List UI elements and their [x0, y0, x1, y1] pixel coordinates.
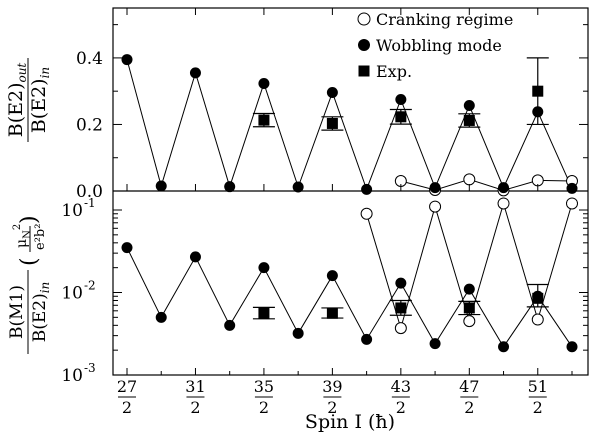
x-tick-label-denominator: 2: [533, 398, 543, 417]
bottom-exp-point: [258, 307, 270, 319]
bottom-cranking-point: [394, 322, 407, 335]
x-tick-label-numerator: 35: [254, 377, 274, 396]
bottom-wobbling-point: [258, 262, 270, 274]
bottom-y-title-denominator-sub: in: [38, 282, 52, 294]
bottom-cranking-point: [531, 313, 544, 326]
top-cranking-point: [463, 173, 476, 186]
bottom-cranking-point: [566, 197, 578, 210]
top-wobbling-point: [258, 78, 270, 90]
bottom-y-tick-exponent: -3: [84, 361, 96, 375]
bottom-wobbling-point: [326, 270, 338, 282]
bottom-wobbling-point: [361, 333, 373, 345]
x-tick-label-numerator: 39: [322, 377, 342, 396]
bottom-wobbling-point: [498, 341, 510, 353]
bottom-y-tick-label: 10: [61, 284, 83, 304]
x-tick-label-numerator: 31: [185, 377, 205, 396]
legend-wobbling-symbol: [358, 39, 370, 51]
x-tick-label-denominator: 2: [327, 398, 337, 417]
bottom-exp-point: [463, 302, 475, 314]
top-cranking-regime-line: [400, 178, 573, 191]
legend-cranking-symbol: [357, 12, 371, 26]
top-wobbling-point: [532, 106, 544, 118]
bottom-exp-point: [395, 302, 407, 314]
x-tick-label-denominator: 2: [122, 398, 132, 417]
x-tick-label-denominator: 2: [190, 398, 200, 417]
bottom-cranking-point: [360, 207, 373, 220]
bottom-y-title-denominator: B(E2)in: [30, 282, 52, 343]
top-y-tick-label: 0.4: [76, 49, 103, 69]
top-y-title-numerator-sub: out: [15, 63, 29, 83]
top-exp-point: [532, 85, 544, 97]
x-tick-label-denominator: 2: [464, 398, 474, 417]
bottom-wobbling-point: [429, 338, 441, 350]
bottom-wobbling-point: [463, 283, 475, 295]
top-exp-point: [395, 111, 407, 123]
bottom-y-tick-exponent: -1: [84, 196, 96, 210]
bottom-wobbling-point: [566, 341, 578, 353]
bottom-exp-point: [326, 307, 338, 319]
legend-label: Cranking regime: [376, 10, 513, 29]
top-exp-point: [258, 114, 270, 126]
axes-ticks: [113, 8, 588, 376]
x-tick-label-denominator: 2: [396, 398, 406, 417]
x-axis-title: Spin I (ħ): [305, 411, 395, 433]
bottom-wobbling-point: [155, 311, 167, 323]
bottom-cranking-point: [429, 200, 442, 213]
bottom-y-title-unit-sub: N: [22, 230, 33, 239]
top-wobbling-point: [463, 99, 475, 111]
top-wobbling-point: [121, 54, 133, 66]
bottom-wobbling-point: [224, 319, 236, 331]
top-wobbling-point: [326, 87, 338, 99]
bottom-y-title-unit-sup: 2: [12, 224, 23, 230]
legend-exp-symbol: [358, 65, 370, 77]
data-markers: [121, 54, 578, 353]
x-tick-label-numerator: 43: [391, 377, 411, 396]
top-y-tick-label: 0.2: [76, 115, 103, 135]
bottom-y-tick-exponent: -2: [84, 279, 96, 293]
bottom-wobbling-point: [121, 242, 133, 254]
top-wobbling-point: [224, 181, 236, 193]
bottom-y-title-numerator: B(M1): [7, 285, 27, 339]
bottom-exp-point: [532, 292, 544, 304]
top-y-title-denominator: B(E2)in: [28, 67, 52, 133]
bottom-wobbling-point: [292, 327, 304, 339]
top-wobbling-mode-line: [126, 59, 573, 191]
top-y-tick-label: 0.0: [76, 182, 103, 202]
top-wobbling-point: [189, 67, 201, 79]
top-wobbling-point: [395, 94, 407, 105]
bottom-y-tick-label: 10: [61, 366, 83, 386]
legend: Cranking regime Wobbling mode Exp.: [357, 10, 513, 81]
bottom-y-title-unit-denominator: e²b²: [33, 224, 48, 250]
bottom-y-axis-title: B(M1) B(E2)in(μN2 e²b²): [7, 215, 52, 354]
x-tick-label-numerator: 47: [459, 377, 479, 396]
bottom-y-tick-label: 10: [61, 201, 83, 221]
x-tick-label-numerator: 27: [117, 377, 137, 396]
bottom-wobbling-point: [189, 251, 201, 263]
x-tick-label-denominator: 2: [259, 398, 269, 417]
bottom-cranking-point: [463, 315, 476, 328]
top-exp-point: [326, 117, 338, 129]
bottom-wobbling-point: [395, 277, 407, 289]
x-tick-label-numerator: 51: [528, 377, 548, 396]
legend-label: Wobbling mode: [376, 36, 502, 55]
frame-layer: [112, 7, 589, 376]
top-y-title-numerator: B(E2)out: [5, 63, 29, 138]
bottom-cranking-point: [497, 197, 510, 210]
top-exp-point: [463, 114, 475, 126]
bottom-wobbling-mode-line: [126, 247, 573, 348]
top-y-title-denominator-sub: in: [38, 67, 52, 79]
bottom-y-title-paren-open: (: [17, 257, 42, 266]
bottom-y-title-paren-close: ): [17, 215, 42, 224]
legend-label: Exp.: [376, 62, 412, 81]
top-wobbling-point: [155, 180, 167, 192]
